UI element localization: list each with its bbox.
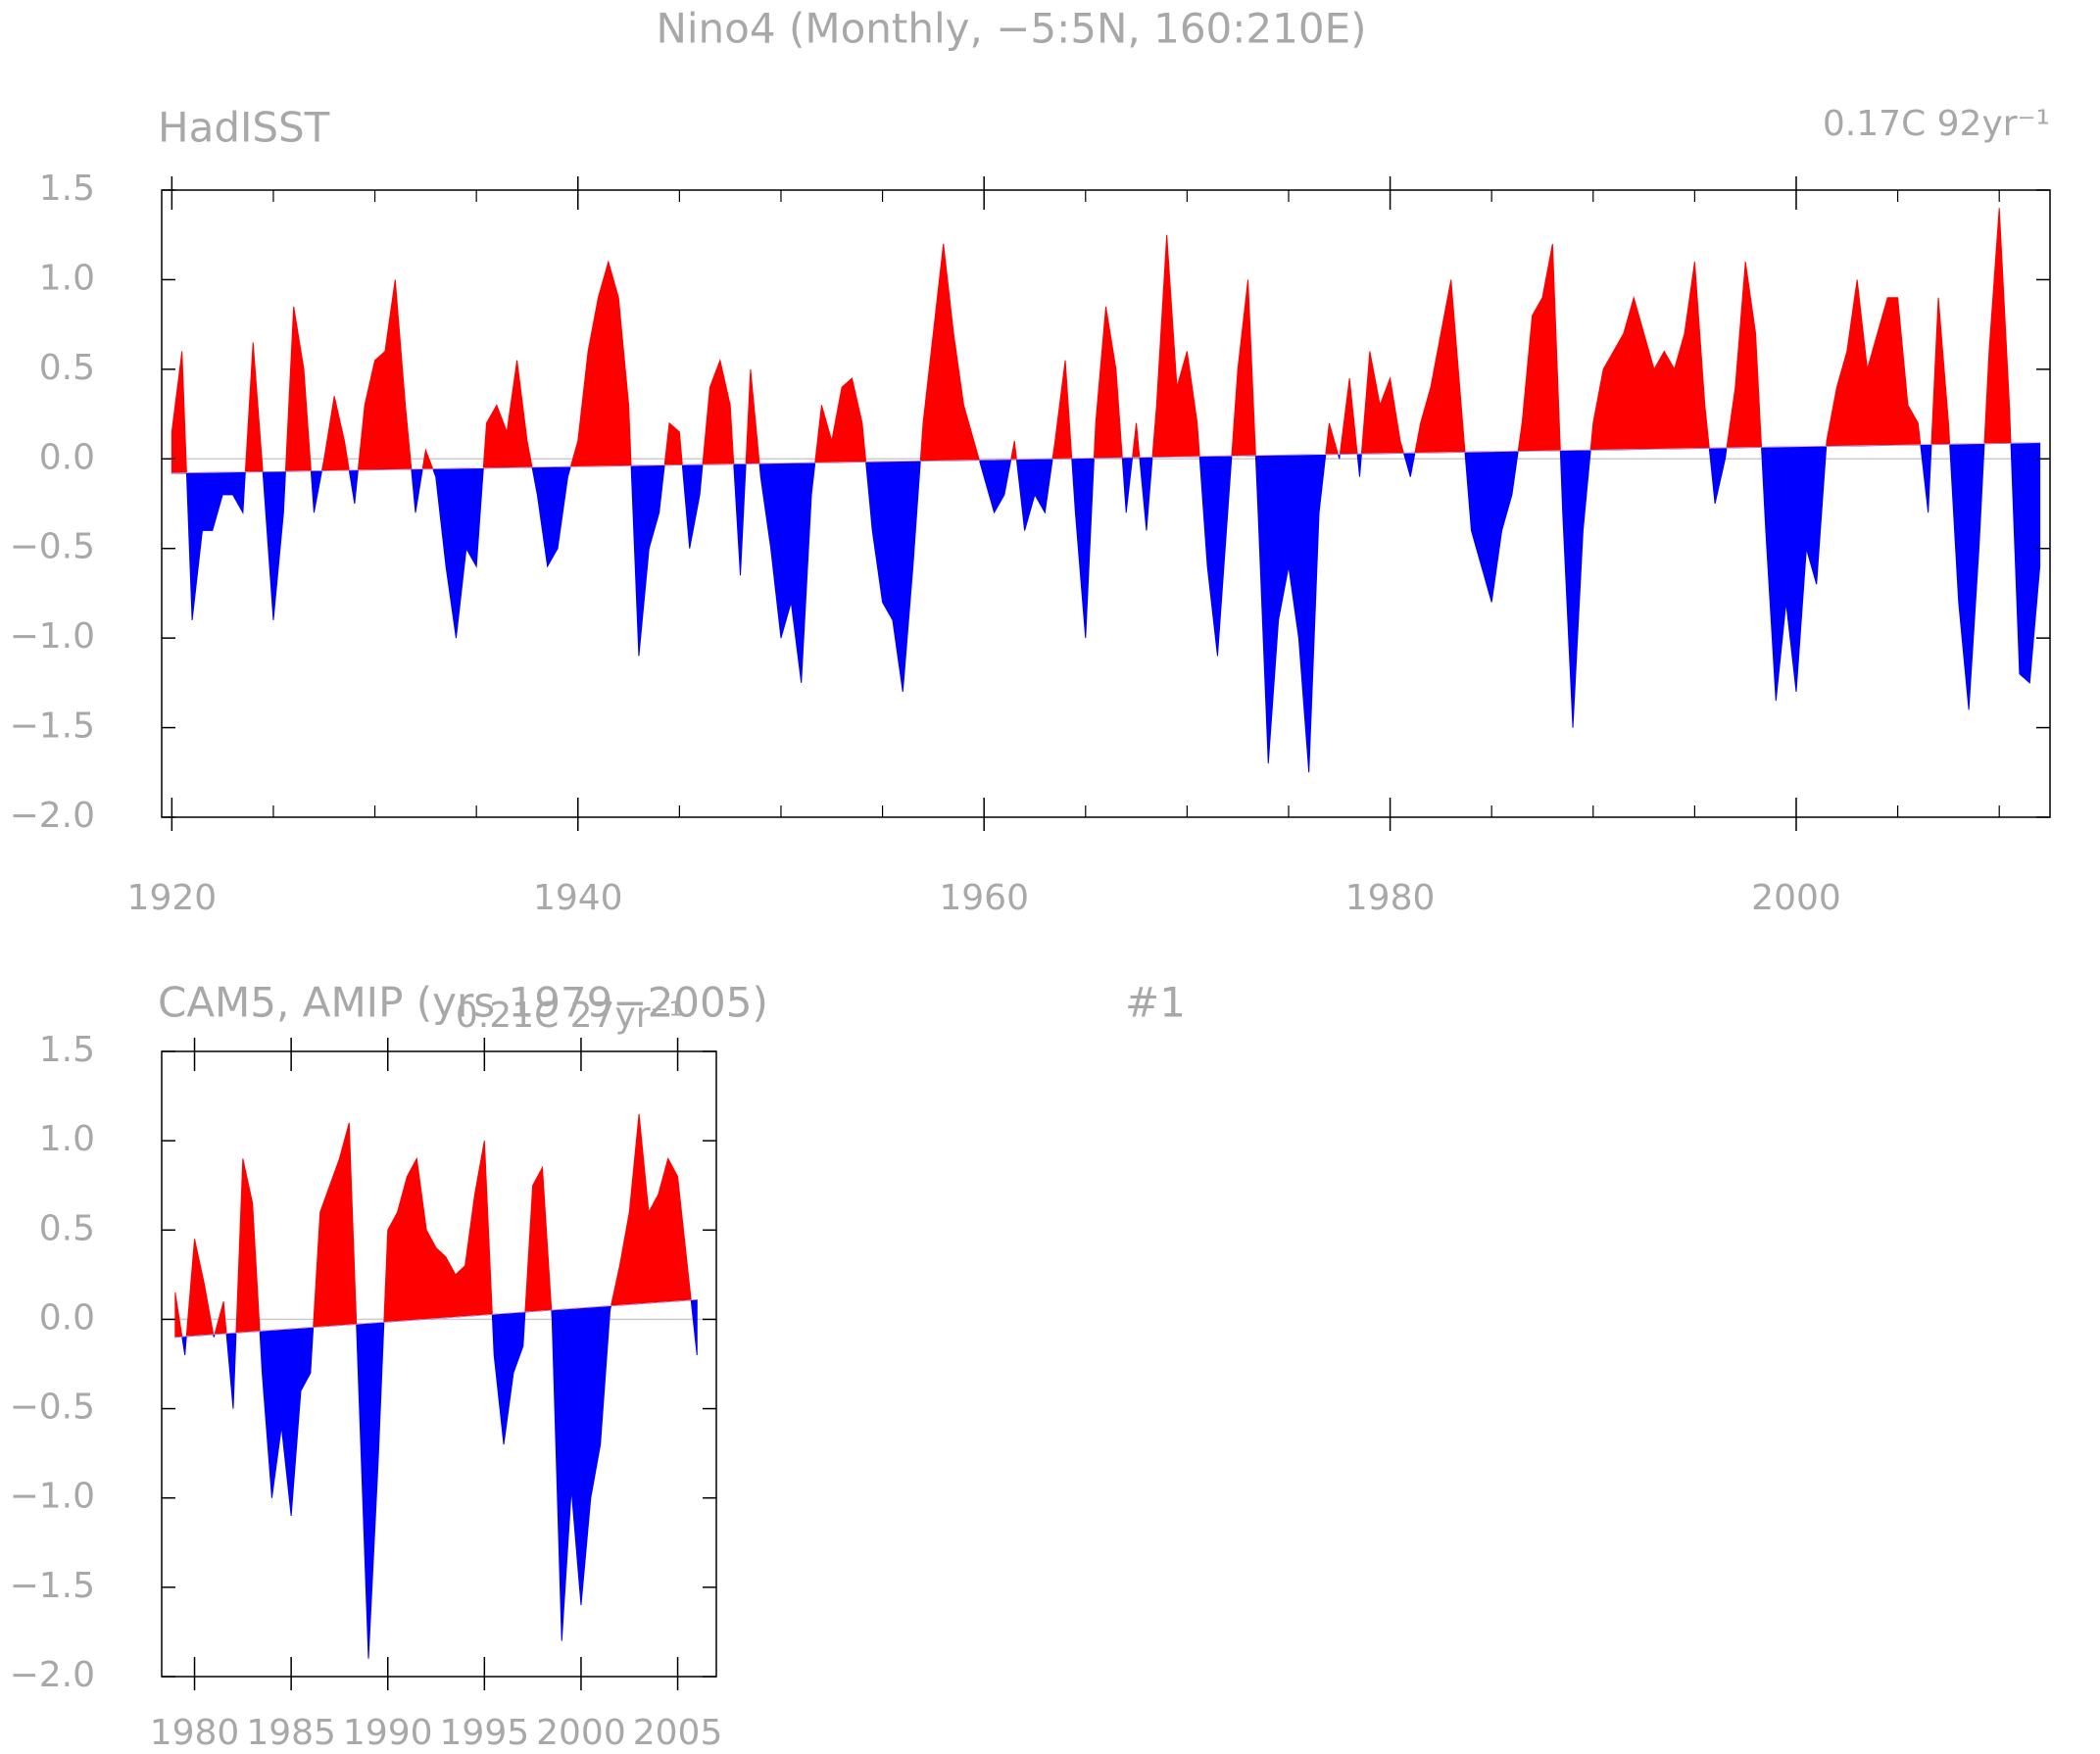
trend-line (171, 442, 2040, 474)
x-tick-label: 1940 (533, 878, 623, 918)
trend-label: 0.17C 92yr⁻¹ (1823, 104, 2050, 144)
x-tick-label: 1990 (343, 1713, 433, 1753)
x-tick-label: 1920 (127, 878, 218, 918)
panel-label: CAM5, AMIP (yrs 1979−2005) (158, 979, 768, 1027)
y-tick-label: −1.5 (10, 1566, 95, 1606)
y-tick-label: 1.0 (39, 258, 95, 298)
y-tick-label: 1.0 (39, 1119, 95, 1159)
y-tick-label: 0.0 (39, 437, 95, 477)
y-tick-label: 0.0 (39, 1297, 95, 1338)
y-tick-label: 1.5 (39, 169, 95, 209)
x-tick-label: 2005 (633, 1713, 723, 1753)
y-tick-label: −1.0 (10, 616, 95, 657)
y-tick-label: 1.5 (39, 1030, 95, 1070)
panel-number: #1 (1125, 979, 1186, 1027)
plot-frame (161, 189, 2051, 818)
anomaly-area-below (171, 442, 2041, 773)
anomaly-area-above (171, 208, 2041, 474)
trend-line (174, 1299, 698, 1338)
y-tick-label: −0.5 (10, 527, 95, 567)
x-tick-label: 1980 (1345, 878, 1436, 918)
y-tick-label: −1.0 (10, 1477, 95, 1517)
x-tick-label: 1960 (939, 878, 1029, 918)
y-tick-label: −0.5 (10, 1388, 95, 1428)
y-tick-label: 0.5 (39, 1208, 95, 1248)
x-tick-label: 1995 (440, 1713, 530, 1753)
anomaly-area-below (174, 1297, 698, 1659)
anomaly-area-above (174, 1113, 698, 1339)
x-tick-label: 2000 (536, 1713, 626, 1753)
x-tick-label: 1985 (246, 1713, 336, 1753)
chart-title: Nino4 (Monthly, −5:5N, 160:210E) (656, 5, 1366, 53)
y-tick-label: −2.0 (10, 796, 95, 836)
panel-label: HadISST (158, 104, 330, 152)
x-tick-label: 2000 (1751, 878, 1841, 918)
y-tick-label: 0.5 (39, 348, 95, 388)
trend-label: 0.21C 27yr⁻¹ (456, 996, 683, 1036)
x-tick-label: 1980 (150, 1713, 240, 1753)
y-tick-label: −2.0 (10, 1655, 95, 1695)
y-tick-label: −1.5 (10, 706, 95, 747)
plot-frame (161, 1050, 717, 1678)
